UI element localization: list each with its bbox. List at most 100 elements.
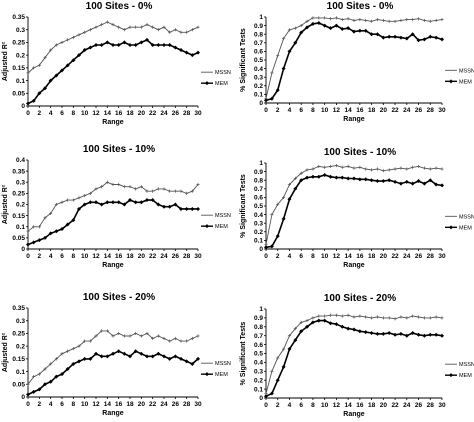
- chart-panel-4: 100 Sites - 10%00.10.20.30.40.50.60.70.8…: [240, 147, 474, 269]
- series-line-mssn: [27, 21, 199, 74]
- x-tick-label: 10: [81, 253, 89, 260]
- data-point-mem: [37, 387, 42, 392]
- x-tick-label: 2: [276, 253, 280, 260]
- x-tick-label: 18: [126, 253, 134, 260]
- data-point-mem: [398, 331, 403, 336]
- x-tick-label: 0: [26, 253, 30, 260]
- data-point-mem: [167, 42, 172, 47]
- series-line-mem: [265, 22, 443, 102]
- x-tick-label: 14: [345, 107, 353, 114]
- data-point-mem: [48, 231, 53, 236]
- x-tick-label: 12: [333, 107, 341, 114]
- legend-label-mem: MEM: [459, 373, 472, 379]
- x-tick-label: 12: [92, 253, 100, 260]
- x-tick-label: 16: [356, 107, 364, 114]
- data-point-mem: [287, 347, 292, 352]
- data-point-mem: [346, 326, 351, 331]
- y-tick-label: 0.8: [254, 177, 263, 184]
- x-tick-label: 6: [60, 253, 64, 260]
- data-point-mem: [150, 198, 155, 203]
- x-tick-label: 4: [49, 110, 53, 117]
- data-point-mem: [322, 318, 327, 323]
- x-tick-label: 28: [427, 107, 435, 114]
- y-tick-label: 0.4: [254, 212, 263, 219]
- data-point-mem: [369, 178, 374, 183]
- x-tick-label: 2: [38, 401, 42, 408]
- data-point-mem: [310, 21, 315, 26]
- legend-label-mem: MEM: [459, 225, 472, 231]
- x-tick-label: 22: [149, 110, 157, 117]
- data-point-mem: [375, 331, 380, 336]
- data-point-mem: [334, 175, 339, 180]
- data-point-mem: [173, 202, 178, 207]
- x-tick-label: 18: [368, 253, 376, 260]
- data-point-mem: [398, 181, 403, 186]
- legend-marker-mem: [449, 225, 453, 230]
- y-tick-label: 0.3: [254, 74, 263, 81]
- data-point-mem: [139, 40, 144, 45]
- data-point-mem: [428, 34, 433, 39]
- x-tick-label: 8: [72, 110, 76, 117]
- data-point-mem: [133, 200, 138, 205]
- data-point-mem: [162, 42, 166, 47]
- x-tick-label: 0: [264, 107, 268, 114]
- x-tick-label: 2: [38, 253, 42, 260]
- data-point-mem: [375, 32, 380, 37]
- data-point-mem: [269, 391, 274, 396]
- x-tick-label: 14: [345, 253, 353, 260]
- data-point-mem: [393, 179, 398, 184]
- x-tick-label: 20: [138, 253, 146, 260]
- data-point-mem: [88, 45, 93, 50]
- y-axis-label: Adjusted R²: [2, 332, 9, 372]
- x-tick-label: 22: [391, 253, 399, 260]
- x-tick-label: 26: [415, 253, 423, 260]
- x-tick-label: 0: [264, 253, 268, 260]
- data-point-mem: [133, 42, 138, 47]
- data-point-mem: [357, 329, 362, 334]
- data-point-mem: [99, 202, 104, 207]
- data-point-mem: [37, 91, 42, 96]
- data-point-mem: [264, 245, 268, 250]
- data-point-mem: [88, 356, 93, 361]
- y-tick-label: 0: [259, 100, 263, 107]
- y-tick-label: 0.35: [12, 168, 25, 175]
- data-point-mem: [82, 202, 87, 207]
- y-tick-label: 0.35: [12, 14, 25, 21]
- y-tick-label: 0.1: [16, 224, 25, 231]
- data-point-mem: [281, 66, 286, 71]
- x-tick-label: 24: [403, 253, 411, 260]
- data-point-mem: [184, 359, 189, 364]
- legend-label-mssn: MSSN: [215, 361, 231, 367]
- legend-label-mem: MEM: [459, 79, 472, 85]
- data-point-mem: [322, 173, 327, 178]
- data-point-mem: [416, 38, 421, 43]
- data-point-mem: [416, 179, 421, 184]
- chart-title: 100 Sites - 20%: [324, 293, 396, 304]
- data-point-mem: [440, 183, 444, 188]
- data-point-mem: [111, 200, 115, 205]
- data-point-mem: [381, 179, 386, 184]
- data-point-mem: [184, 50, 189, 55]
- legend-label-mssn: MSSN: [459, 68, 474, 74]
- x-tick-label: 4: [49, 401, 53, 408]
- data-point-mem: [99, 354, 104, 359]
- series-line-mem: [265, 174, 443, 249]
- y-tick-label: 0.2: [254, 377, 263, 384]
- data-point-mem: [122, 202, 127, 207]
- data-point-mem: [43, 86, 47, 91]
- data-point-mem: [156, 202, 161, 207]
- data-point-mem: [334, 23, 339, 28]
- data-point-mem: [422, 37, 427, 42]
- x-tick-label: 20: [380, 402, 388, 409]
- y-tick-label: 0.05: [12, 235, 25, 242]
- data-point-mem: [352, 176, 356, 181]
- series-line-mem: [27, 350, 199, 396]
- data-point-mem: [184, 206, 189, 211]
- data-point-mem: [434, 182, 439, 187]
- y-tick-label: 0.25: [12, 191, 25, 198]
- data-point-mem: [393, 34, 398, 39]
- data-point-mem: [99, 42, 104, 47]
- y-tick-label: 0.35: [12, 305, 25, 312]
- data-point-mem: [352, 29, 356, 34]
- data-point-mem: [60, 68, 64, 73]
